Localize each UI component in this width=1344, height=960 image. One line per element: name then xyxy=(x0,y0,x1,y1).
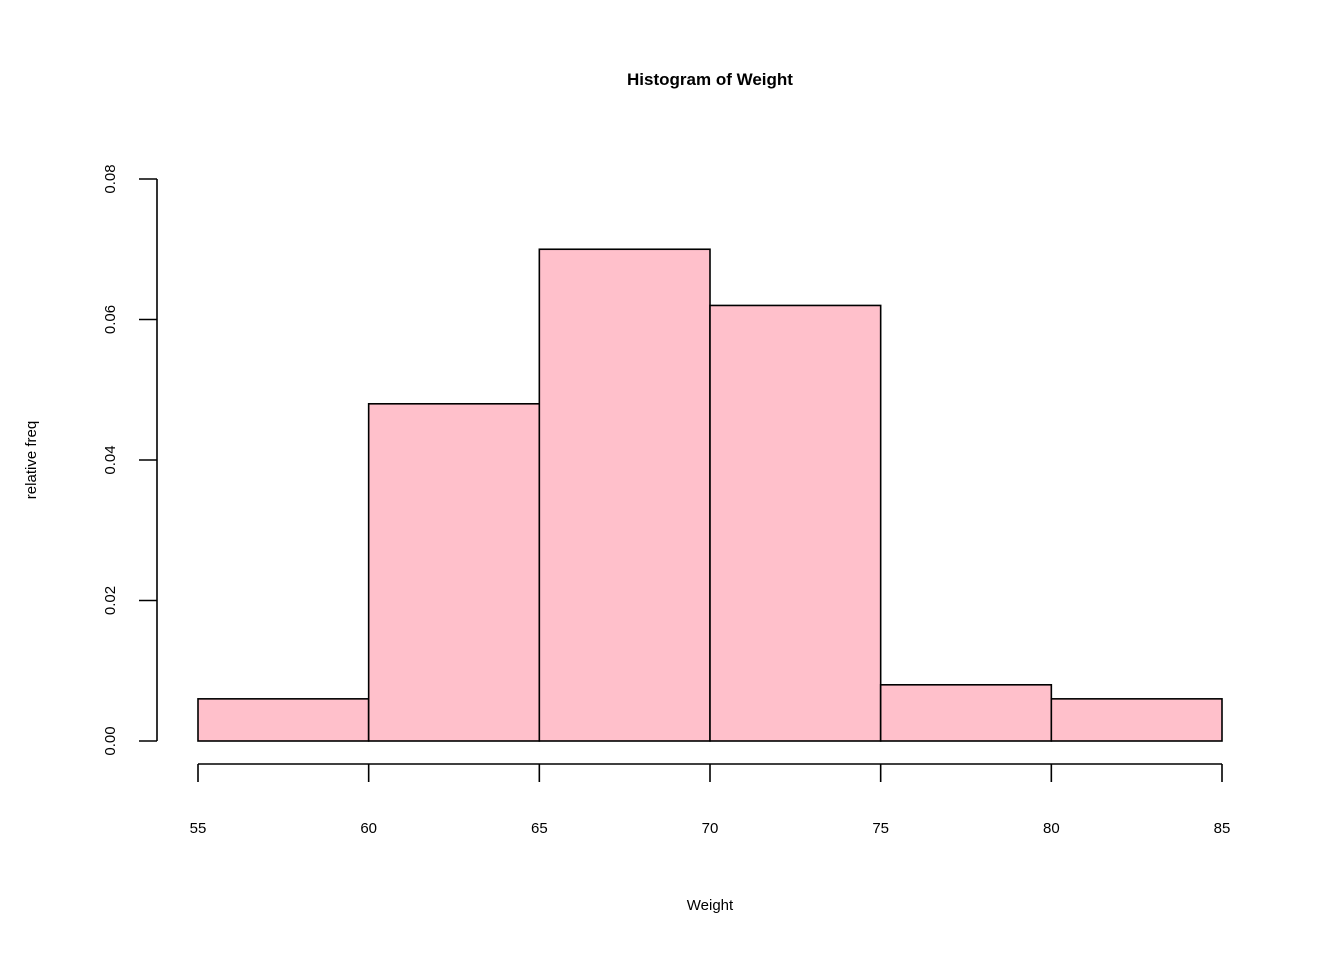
x-tick-label: 85 xyxy=(1214,820,1231,837)
chart-title: Histogram of Weight xyxy=(627,70,793,89)
y-tick-label: 0.04 xyxy=(102,445,119,474)
y-tick-label: 0.02 xyxy=(102,586,119,615)
histogram-bar-60-65 xyxy=(367,402,541,742)
y-tick-label: 0.08 xyxy=(102,164,119,193)
x-tick-label: 75 xyxy=(872,820,889,837)
y-axis: 0.00 0.02 0.04 0.06 0.08 xyxy=(102,164,158,756)
bars-group xyxy=(197,248,1223,742)
x-tick-label: 55 xyxy=(190,820,207,837)
x-tick-label: 80 xyxy=(1043,820,1060,837)
y-axis-label: relative freq xyxy=(23,421,40,499)
histogram-bar-65-70 xyxy=(538,248,711,742)
x-tick-label: 70 xyxy=(702,820,719,837)
x-tick-label: 65 xyxy=(531,820,548,837)
x-tick-label: 60 xyxy=(360,820,377,837)
y-tick-label: 0.06 xyxy=(102,305,119,334)
histogram-bar-75-80 xyxy=(879,683,1053,742)
histogram-bar-80-85 xyxy=(1050,698,1223,742)
y-tick-label: 0.00 xyxy=(102,726,119,755)
histogram-bar-55-60 xyxy=(197,698,370,742)
histogram-bar-70-75 xyxy=(709,304,882,742)
x-axis-label: Weight xyxy=(687,897,734,914)
x-axis: 55 60 65 70 75 80 85 xyxy=(190,763,1231,837)
